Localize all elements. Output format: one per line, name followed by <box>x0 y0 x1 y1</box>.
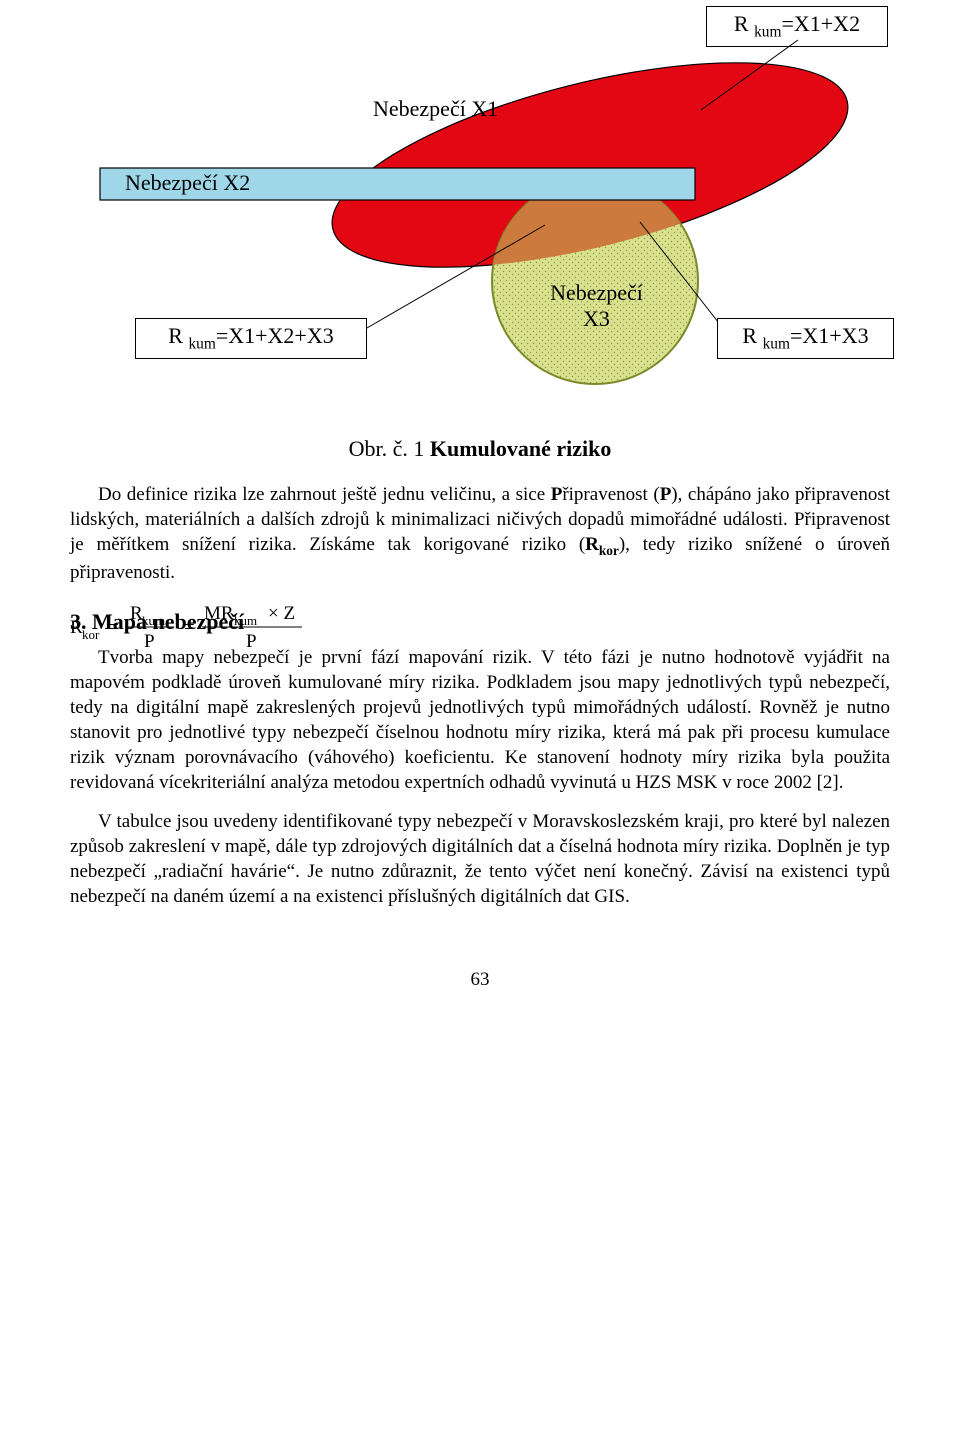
label-x3-line1: Nebezpečí <box>550 280 643 305</box>
svg-text:× Z: × Z <box>268 603 295 624</box>
paragraph-1: Do definice rizika lze zahrnout ještě je… <box>70 482 890 585</box>
risk-diagram: R kum=X1+X2 <box>70 0 890 430</box>
svg-text:P: P <box>246 631 257 652</box>
caption-prefix: Obr. č. 1 <box>349 436 430 461</box>
svg-text:MR: MR <box>204 603 234 624</box>
paragraph-3: V tabulce jsou uvedeny identifikované ty… <box>70 809 890 909</box>
label-rkum-x1-x3: R kum=X1+X3 <box>717 318 894 359</box>
figure-caption: Obr. č. 1 Kumulované riziko <box>70 436 890 462</box>
label-x1: Nebezpečí X1 <box>373 96 498 122</box>
label-x3-line2: X3 <box>583 306 610 331</box>
svg-text:=: = <box>108 617 119 638</box>
svg-text:kum: kum <box>234 613 257 628</box>
page-number: 63 <box>70 969 890 991</box>
caption-title: Kumulované riziko <box>430 436 612 461</box>
paragraph-2: Tvorba mapy nebezpečí je první fází mapo… <box>70 645 890 795</box>
label-rkum-x1-x2-x3: R kum=X1+X2+X3 <box>135 318 367 359</box>
svg-text:P: P <box>144 631 155 652</box>
svg-text:=: = <box>184 617 195 638</box>
svg-text:kum: kum <box>142 613 165 628</box>
svg-text:kor: kor <box>82 627 100 642</box>
label-x3: Nebezpečí X3 <box>549 280 644 332</box>
label-x2: Nebezpečí X2 <box>125 170 250 196</box>
diagram-shapes <box>70 0 890 430</box>
